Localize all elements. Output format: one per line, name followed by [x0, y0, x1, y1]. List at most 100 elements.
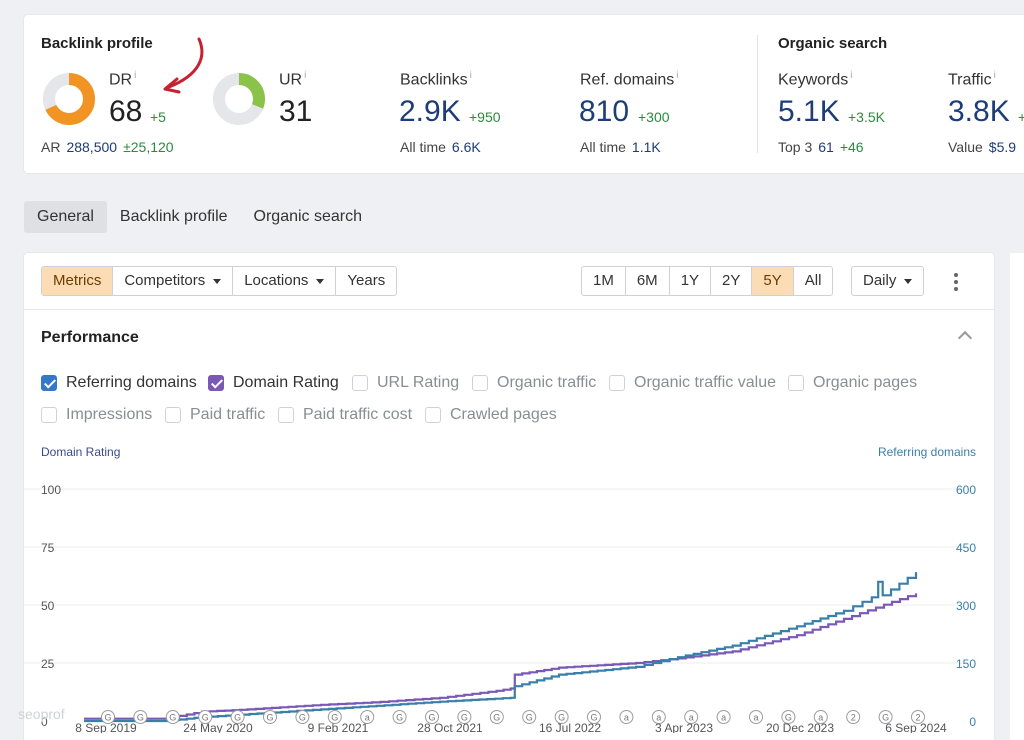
- y-left-tick: 75: [41, 541, 55, 555]
- annotation-marker: [522, 710, 537, 724]
- backlinks-value[interactable]: 2.9K: [399, 95, 461, 128]
- range-6m[interactable]: 6M: [624, 267, 669, 295]
- range-1m[interactable]: 1M: [593, 272, 614, 289]
- backlinks-alltime: All time 6.6K: [400, 139, 481, 155]
- annotation-marker-label: a: [753, 713, 758, 723]
- dr-label[interactable]: DR i: [109, 70, 137, 89]
- annotation-marker-label: G: [461, 713, 468, 723]
- checkbox-paid-traffic-cost[interactable]: Paid traffic cost: [278, 406, 412, 424]
- series-line-referring-domains: [84, 572, 918, 723]
- ur-label[interactable]: UR i: [279, 70, 307, 89]
- ref-domains-value[interactable]: 810: [579, 95, 630, 128]
- annotation-marker-label: a: [624, 713, 629, 723]
- y-left-tick: 25: [41, 657, 55, 671]
- traffic-value[interactable]: 3.8K: [948, 95, 1010, 128]
- traffic-value-row: Value $5.9: [948, 139, 1017, 155]
- checkbox-organic-traffic[interactable]: Organic traffic: [472, 374, 596, 392]
- ref-domains-label[interactable]: Ref. domains i: [580, 70, 679, 89]
- competitors-dropdown[interactable]: Competitors: [112, 267, 232, 295]
- keywords-label[interactable]: Keywords i: [778, 70, 853, 89]
- y-right-tick: 0: [969, 715, 976, 729]
- ar-delta: ±25,120: [123, 139, 174, 155]
- ur-gauge: [213, 73, 265, 125]
- range-5y[interactable]: 5Y: [751, 267, 793, 295]
- keywords-value[interactable]: 5.1K: [778, 95, 840, 128]
- info-icon[interactable]: i: [304, 70, 307, 81]
- checkbox-impressions[interactable]: Impressions: [41, 406, 152, 424]
- range-1y[interactable]: 1Y: [668, 267, 710, 295]
- interval-dropdown[interactable]: Daily: [851, 266, 925, 296]
- range-all[interactable]: All: [792, 267, 833, 295]
- caret-down-icon: [904, 278, 913, 284]
- collapse-chevron-icon[interactable]: [957, 330, 973, 346]
- annotation-marker-label: G: [331, 713, 338, 723]
- side-panel-edge: [1010, 253, 1024, 740]
- backlink-profile-title: Backlink profile: [41, 35, 153, 52]
- backlinks-label[interactable]: Backlinks i: [400, 70, 472, 89]
- info-icon[interactable]: i: [134, 70, 137, 81]
- annotation-marker-label: G: [169, 713, 176, 723]
- x-tick-label: 3 Apr 2023: [655, 721, 713, 733]
- checkbox-domain-rating[interactable]: Domain Rating: [208, 374, 339, 392]
- checkbox-paid-traffic[interactable]: Paid traffic: [165, 406, 265, 424]
- locations-dropdown[interactable]: Locations: [232, 267, 335, 295]
- annotation-marker-label: G: [299, 713, 306, 723]
- annotation-marker-label: G: [785, 713, 792, 723]
- tab-general[interactable]: General: [24, 201, 107, 233]
- annotation-marker-label: G: [493, 713, 500, 723]
- x-tick-label: 24 May 2020: [183, 721, 253, 733]
- x-tick-label: 8 Sep 2019: [75, 721, 137, 733]
- annotation-marker-label: 2: [851, 713, 856, 723]
- annotation-marker: [457, 710, 472, 724]
- annotation-marker-label: G: [558, 713, 565, 723]
- range-2y[interactable]: 2Y: [710, 267, 751, 295]
- annotation-marker: [587, 710, 601, 724]
- annotation-marker-label: G: [137, 713, 144, 723]
- ref-domains-delta: +300: [638, 109, 670, 125]
- checkbox-crawled-pages[interactable]: Crawled pages: [425, 406, 557, 424]
- info-icon[interactable]: i: [676, 70, 679, 81]
- keywords-delta: +3.5K: [848, 109, 885, 125]
- y-right-tick: 300: [956, 599, 976, 613]
- info-icon[interactable]: i: [993, 70, 996, 81]
- annotation-marker-label: G: [882, 713, 889, 723]
- view-toolbar: Metrics Competitors Locations Years: [41, 266, 398, 296]
- dr-gauge: [43, 73, 95, 125]
- annotation-marker: [554, 710, 569, 724]
- report-tabs: General Backlink profile Organic search: [24, 201, 375, 233]
- more-options-icon[interactable]: [953, 273, 959, 291]
- metrics-button[interactable]: Metrics: [42, 267, 113, 295]
- y-left-tick: 50: [41, 599, 55, 613]
- annotation-marker: [781, 710, 796, 724]
- years-button[interactable]: Years: [335, 267, 396, 295]
- info-icon[interactable]: i: [469, 70, 472, 81]
- dr-value: 68: [109, 95, 143, 128]
- annotation-marker: [651, 710, 666, 724]
- tab-organic-search[interactable]: Organic search: [253, 208, 363, 225]
- annotation-marker-label: 2: [915, 713, 920, 723]
- traffic-label[interactable]: Traffic i: [948, 70, 996, 89]
- watermark: seoprof: [18, 706, 65, 722]
- annotation-marker: [846, 710, 861, 724]
- tab-backlink-profile[interactable]: Backlink profile: [119, 208, 228, 225]
- organic-search-title: Organic search: [778, 35, 888, 52]
- y-left-tick: 0: [41, 715, 48, 729]
- interval-select[interactable]: Daily: [852, 267, 923, 295]
- annotation-marker: [133, 710, 148, 724]
- annotation-marker: [392, 710, 407, 724]
- checkbox-referring-domains[interactable]: Referring domains: [41, 374, 197, 392]
- checkbox-url-rating[interactable]: URL Rating: [352, 374, 459, 392]
- y-left-tick: 100: [41, 483, 61, 497]
- dr-delta: +5: [150, 109, 166, 125]
- annotation-marker-label: a: [721, 713, 726, 723]
- annotation-marker: [101, 710, 115, 724]
- annotation-marker-label: G: [396, 713, 403, 723]
- annotation-marker-label: G: [234, 713, 241, 723]
- x-tick-label: 9 Feb 2021: [308, 721, 369, 733]
- x-tick-label: 16 Jul 2022: [539, 721, 601, 733]
- checkbox-organic-traffic-value[interactable]: Organic traffic value: [609, 374, 776, 392]
- annotation-marker: [425, 710, 439, 724]
- info-icon[interactable]: i: [850, 70, 853, 81]
- checkbox-organic-pages[interactable]: Organic pages: [788, 374, 917, 392]
